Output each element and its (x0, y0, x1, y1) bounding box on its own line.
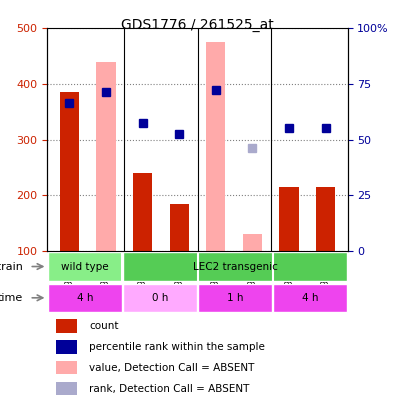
Text: strain: strain (0, 262, 23, 271)
FancyBboxPatch shape (198, 284, 272, 312)
Bar (56, 340, 77, 354)
Bar (56, 361, 77, 374)
Bar (96, 62, 116, 251)
Text: rank, Detection Call = ABSENT: rank, Detection Call = ABSENT (89, 384, 250, 394)
Text: time: time (0, 293, 23, 303)
Bar (60, 92, 79, 251)
Text: 0 h: 0 h (152, 293, 168, 303)
FancyBboxPatch shape (48, 284, 122, 312)
Bar (206, 42, 226, 251)
Bar (56, 382, 77, 395)
Bar (169, 204, 189, 251)
Text: 4 h: 4 h (77, 293, 93, 303)
FancyBboxPatch shape (123, 252, 347, 281)
Text: 1 h: 1 h (227, 293, 243, 303)
Bar (316, 187, 335, 251)
Bar (279, 187, 299, 251)
Text: LEC2 transgenic: LEC2 transgenic (193, 262, 277, 271)
FancyBboxPatch shape (273, 284, 347, 312)
FancyBboxPatch shape (48, 252, 122, 281)
Bar (56, 319, 77, 333)
Bar (133, 173, 152, 251)
FancyBboxPatch shape (123, 284, 197, 312)
Text: 4 h: 4 h (302, 293, 318, 303)
Bar (243, 234, 262, 251)
Text: percentile rank within the sample: percentile rank within the sample (89, 342, 265, 352)
Text: value, Detection Call = ABSENT: value, Detection Call = ABSENT (89, 363, 255, 373)
Text: wild type: wild type (61, 262, 109, 271)
Text: count: count (89, 321, 119, 331)
Text: GDS1776 / 261525_at: GDS1776 / 261525_at (121, 18, 274, 32)
